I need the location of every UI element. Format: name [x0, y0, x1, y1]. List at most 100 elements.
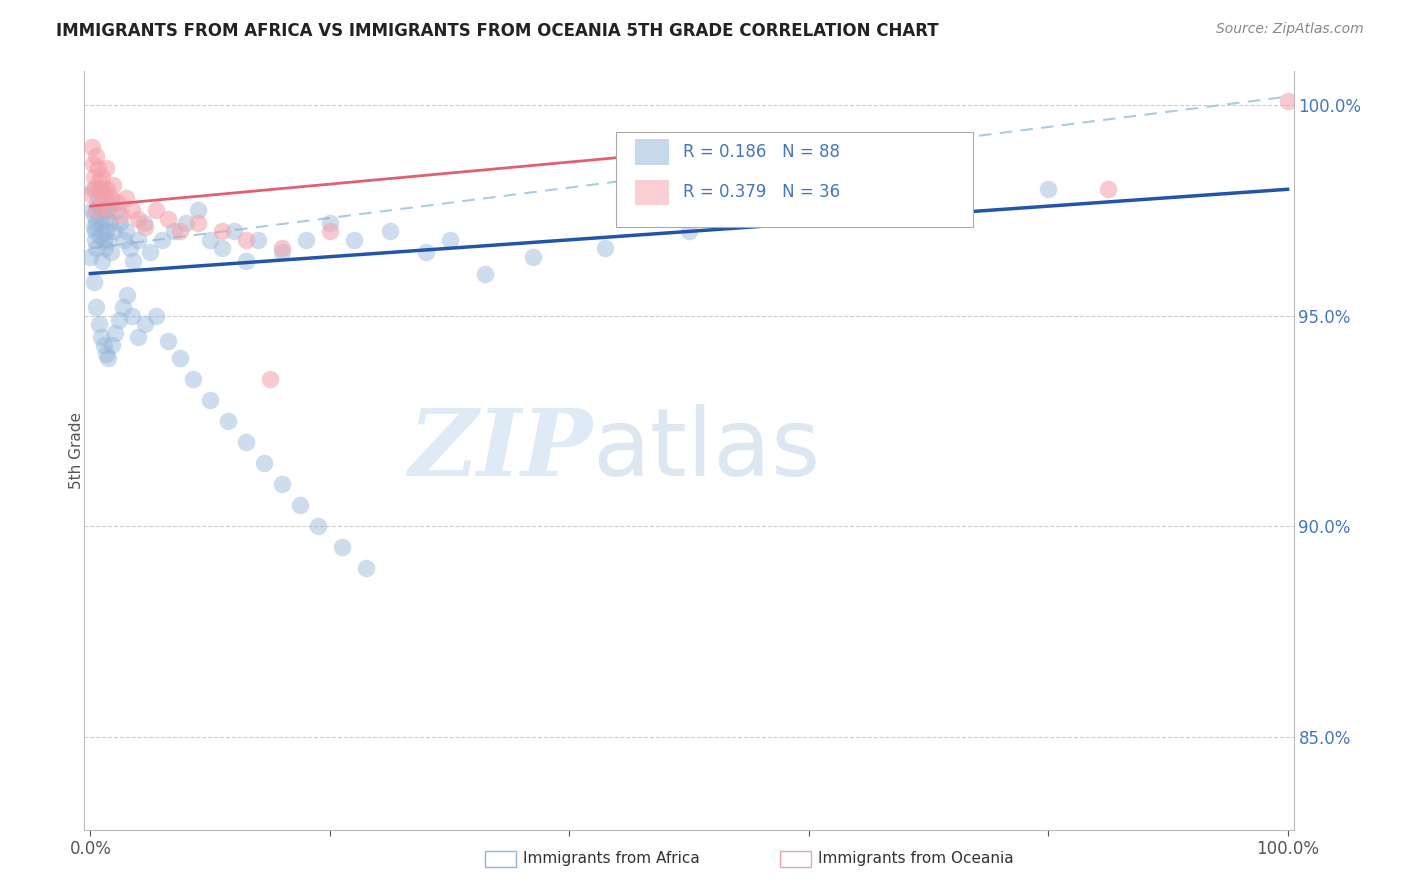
Point — [169, 224, 191, 238]
Point — [105, 203, 128, 218]
Point — [86, 203, 108, 218]
Point — [97, 233, 120, 247]
Point — [270, 477, 292, 491]
Point — [93, 211, 115, 226]
Point — [169, 351, 191, 365]
Point — [94, 346, 117, 360]
Text: R = 0.186   N = 88: R = 0.186 N = 88 — [683, 143, 839, 161]
Point — [103, 224, 125, 238]
Point — [91, 253, 114, 268]
Point — [198, 233, 221, 247]
Point — [127, 211, 149, 226]
Point — [94, 161, 117, 176]
Point — [89, 182, 111, 196]
Point — [150, 233, 173, 247]
Point — [246, 233, 269, 247]
Point — [82, 157, 104, 171]
Point — [157, 211, 180, 226]
Point — [187, 203, 209, 218]
Point — [91, 203, 114, 218]
Text: Immigrants from Africa: Immigrants from Africa — [523, 852, 700, 866]
Point — [474, 267, 496, 281]
Point — [797, 208, 820, 222]
Point — [134, 220, 156, 235]
Point — [86, 216, 108, 230]
Point — [122, 253, 145, 268]
Point — [90, 194, 112, 209]
Point — [93, 233, 115, 247]
Point — [343, 233, 366, 247]
Point — [354, 561, 377, 575]
Point — [259, 372, 281, 386]
Point — [87, 317, 110, 331]
Text: R = 0.379   N = 36: R = 0.379 N = 36 — [683, 183, 839, 201]
Text: atlas: atlas — [592, 404, 821, 497]
FancyBboxPatch shape — [634, 139, 668, 164]
Point — [86, 148, 108, 162]
Point — [917, 191, 939, 205]
Point — [163, 224, 186, 238]
Point — [83, 169, 105, 184]
Point — [110, 208, 132, 222]
Point — [98, 216, 121, 230]
Point — [89, 228, 111, 243]
Point — [139, 245, 162, 260]
Point — [187, 216, 209, 230]
Point — [217, 414, 239, 428]
Point — [89, 182, 111, 196]
Point — [90, 216, 112, 230]
Point — [93, 338, 115, 352]
Point — [295, 233, 318, 247]
Point — [100, 245, 122, 260]
Point — [101, 194, 124, 209]
Point — [83, 275, 105, 289]
Point — [522, 250, 544, 264]
Point — [134, 216, 156, 230]
Point — [222, 224, 245, 238]
Point — [83, 220, 105, 235]
Point — [235, 233, 257, 247]
Point — [288, 498, 311, 512]
Point — [319, 216, 342, 230]
Point — [105, 194, 128, 209]
Point — [439, 233, 461, 247]
Point — [253, 456, 276, 470]
Point — [330, 541, 353, 555]
Point — [307, 519, 329, 533]
Text: IMMIGRANTS FROM AFRICA VS IMMIGRANTS FROM OCEANIA 5TH GRADE CORRELATION CHART: IMMIGRANTS FROM AFRICA VS IMMIGRANTS FRO… — [56, 22, 939, 40]
Point — [93, 191, 115, 205]
Point — [96, 203, 118, 218]
Point — [100, 191, 122, 205]
Point — [93, 241, 115, 255]
Point — [91, 169, 114, 184]
Point — [86, 300, 108, 314]
Point — [94, 224, 117, 238]
Point — [87, 174, 110, 188]
Point — [87, 199, 110, 213]
Point — [101, 178, 124, 192]
Point — [86, 191, 108, 205]
Point — [319, 224, 342, 238]
Point — [378, 224, 401, 238]
Text: ZIP: ZIP — [408, 406, 592, 495]
Point — [97, 351, 120, 365]
Point — [1036, 182, 1059, 196]
Point — [84, 233, 107, 247]
Point — [181, 372, 204, 386]
Point — [97, 203, 120, 218]
Point — [79, 186, 101, 201]
Point — [127, 330, 149, 344]
Point — [115, 224, 138, 238]
Point — [174, 216, 197, 230]
Text: Source: ZipAtlas.com: Source: ZipAtlas.com — [1216, 22, 1364, 37]
Point — [121, 203, 143, 218]
Point — [157, 334, 180, 348]
Point — [90, 330, 112, 344]
Point — [111, 300, 134, 314]
Point — [235, 435, 257, 450]
Point — [108, 313, 131, 327]
Point — [80, 140, 103, 154]
Point — [115, 191, 138, 205]
Point — [86, 161, 108, 176]
Point — [104, 326, 127, 340]
